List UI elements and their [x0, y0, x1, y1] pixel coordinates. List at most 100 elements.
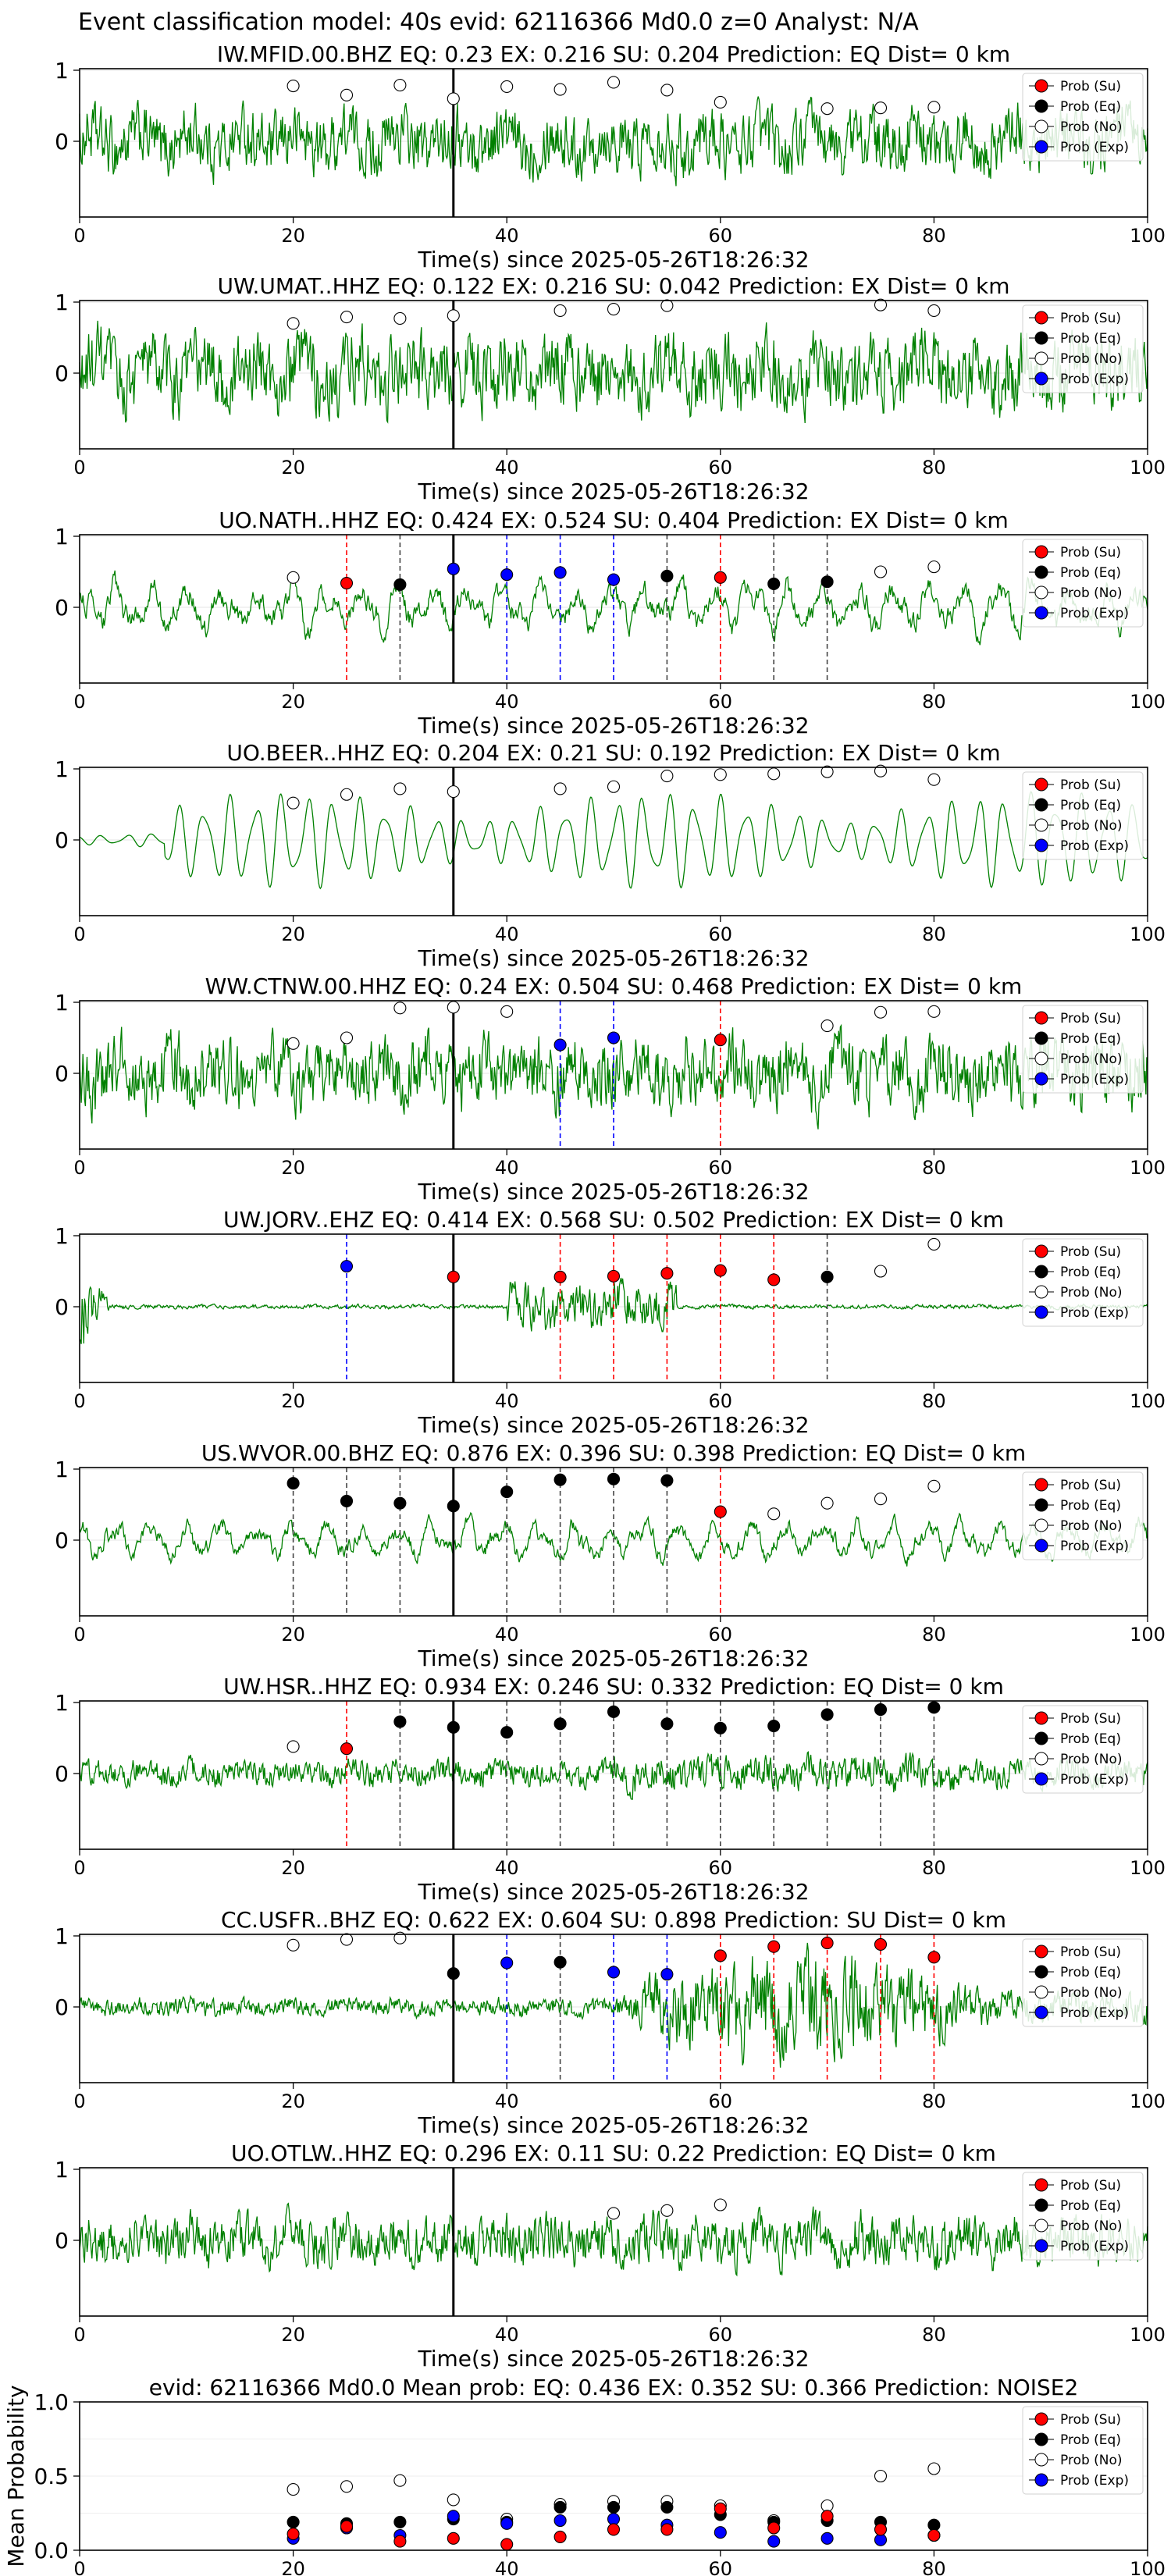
legend-marker-no: [1034, 351, 1048, 365]
legend-label-eq: Prob (Eq): [1060, 1498, 1121, 1514]
legend-marker-exp: [1034, 838, 1048, 852]
x-axis-label: Time(s) since 2025-05-26T18:26:32: [417, 2346, 809, 2371]
legend-marker-no: [1034, 2453, 1048, 2467]
figure-title: Event classification model: 40s evid: 62…: [78, 9, 919, 36]
prob-point-no: [340, 1933, 354, 1946]
legend-label-su: Prob (Su): [1060, 311, 1121, 326]
waveform-trace: [79, 1751, 1148, 1800]
x-tick-label: 40: [495, 2324, 519, 2346]
legend-marker-su: [1034, 1478, 1048, 1492]
panel-iw-mfid-00-bhz: IW.MFID.00.BHZ EQ: 0.23 EX: 0.216 SU: 0.…: [55, 41, 1166, 272]
prob-point-exp: [340, 1260, 354, 1273]
waveform-trace: [79, 96, 1148, 187]
mean-point-exp: [874, 2533, 888, 2546]
prob-point-su: [340, 577, 354, 590]
legend-marker-exp: [1034, 1772, 1048, 1786]
panel-ww-ctnw-00-hhz: WW.CTNW.00.HHZ EQ: 0.24 EX: 0.504 SU: 0.…: [55, 973, 1166, 1204]
plot-frame: [79, 300, 1148, 450]
y-tick-label: 1: [55, 524, 69, 550]
x-tick-label: 60: [709, 1857, 733, 1879]
x-tick-label: 100: [1130, 691, 1166, 713]
x-axis-label: Time(s) since 2025-05-26T18:26:32: [417, 1412, 809, 1438]
prob-point-no: [927, 304, 941, 317]
legend-label-eq: Prob (Eq): [1060, 1265, 1121, 1280]
x-tick-label: 100: [1130, 1624, 1166, 1646]
legend-label-exp: Prob (Exp): [1060, 2473, 1129, 2489]
x-tick-label: 20: [281, 923, 305, 945]
panel-uo-beer-hhz: UO.BEER..HHZ EQ: 0.204 EX: 0.21 SU: 0.19…: [55, 740, 1166, 971]
legend-label-eq: Prob (Eq): [1060, 798, 1121, 813]
legend-label-su: Prob (Su): [1060, 79, 1121, 94]
x-tick-label: 20: [281, 1157, 305, 1179]
legend-marker-eq: [1034, 1265, 1048, 1279]
legend-box: [1022, 2172, 1144, 2261]
legend-marker-su: [1034, 2178, 1048, 2192]
prob-point-no: [714, 2198, 727, 2211]
legend-label-exp: Prob (Exp): [1060, 1772, 1129, 1788]
x-tick-label: 0: [73, 691, 85, 713]
x-tick-label: 60: [709, 2090, 733, 2112]
legend-label-eq: Prob (Eq): [1060, 331, 1121, 347]
prob-point-no: [820, 102, 834, 116]
legend-marker-no: [1034, 1051, 1048, 1066]
legend-marker-eq: [1034, 1498, 1048, 1512]
x-tick-label: 80: [922, 457, 946, 479]
x-tick-label: 40: [495, 1157, 519, 1179]
y-tick-label: 1: [55, 1457, 69, 1482]
prob-point-no: [447, 309, 460, 322]
legend-label-exp: Prob (Exp): [1060, 140, 1129, 155]
x-tick-label: 60: [709, 225, 733, 247]
legend-label-no: Prob (No): [1060, 1285, 1123, 1300]
prob-point-su: [553, 1270, 567, 1283]
prob-point-su: [714, 1034, 727, 1047]
prob-point-no: [393, 1931, 407, 1944]
x-tick-label: 0: [73, 2558, 85, 2576]
x-tick-label: 40: [495, 1624, 519, 1646]
prob-point-eq: [447, 1500, 460, 1513]
legend-marker-exp: [1034, 1072, 1048, 1086]
x-axis-label: Time(s) since 2025-05-26T18:26:32: [417, 1879, 809, 1905]
prob-point-no: [607, 303, 621, 316]
prob-point-no: [447, 785, 460, 799]
x-tick-label: 40: [495, 1857, 519, 1879]
prob-point-eq: [447, 1967, 460, 1980]
prob-point-no: [927, 773, 941, 786]
prob-point-no: [607, 76, 621, 89]
prob-point-no: [500, 80, 514, 93]
prob-point-no: [287, 79, 300, 93]
x-tick-label: 20: [281, 1390, 305, 1412]
legend-label-eq: Prob (Eq): [1060, 99, 1121, 115]
legend-marker-eq: [1034, 2198, 1048, 2212]
legend-label-no: Prob (No): [1060, 1518, 1123, 1534]
panel-title: US.WVOR.00.BHZ EQ: 0.876 EX: 0.396 SU: 0…: [201, 1440, 1026, 1466]
y-tick-label: 0: [55, 1294, 69, 1320]
legend-marker-su: [1034, 1011, 1048, 1025]
legend-box: [1022, 771, 1144, 860]
x-axis-label: Time(s) since 2025-05-26T18:26:32: [417, 1179, 809, 1204]
legend-marker-exp: [1034, 2005, 1048, 2019]
legend-marker-su: [1034, 1944, 1048, 1959]
legend-label-no: Prob (No): [1060, 119, 1123, 135]
legend-marker-exp: [1034, 140, 1048, 154]
y-tick-label: 1: [55, 1923, 69, 1949]
legend-marker-eq: [1034, 1031, 1048, 1045]
prob-point-no: [927, 1479, 941, 1493]
mean-point-su: [767, 2521, 781, 2535]
mean-point-su: [927, 2528, 941, 2542]
x-axis-label: Time(s) since 2025-05-26T18:26:32: [417, 247, 809, 272]
prob-point-no: [660, 299, 674, 312]
prob-point-no: [340, 788, 354, 801]
prob-point-eq: [607, 1472, 621, 1485]
plot-frame: [79, 1700, 1148, 1850]
mean-point-no: [340, 2480, 354, 2493]
prob-point-no: [553, 83, 567, 96]
legend-box: [1022, 1705, 1144, 1794]
x-tick-label: 40: [495, 457, 519, 479]
prob-point-no: [287, 796, 300, 809]
panel-title: UW.HSR..HHZ EQ: 0.934 EX: 0.246 SU: 0.33…: [223, 1674, 1004, 1699]
prob-point-no: [714, 95, 727, 109]
prob-point-eq: [607, 1705, 621, 1718]
x-tick-label: 100: [1130, 1390, 1166, 1412]
prob-point-no: [714, 768, 727, 781]
mean-point-eq: [927, 2518, 941, 2532]
